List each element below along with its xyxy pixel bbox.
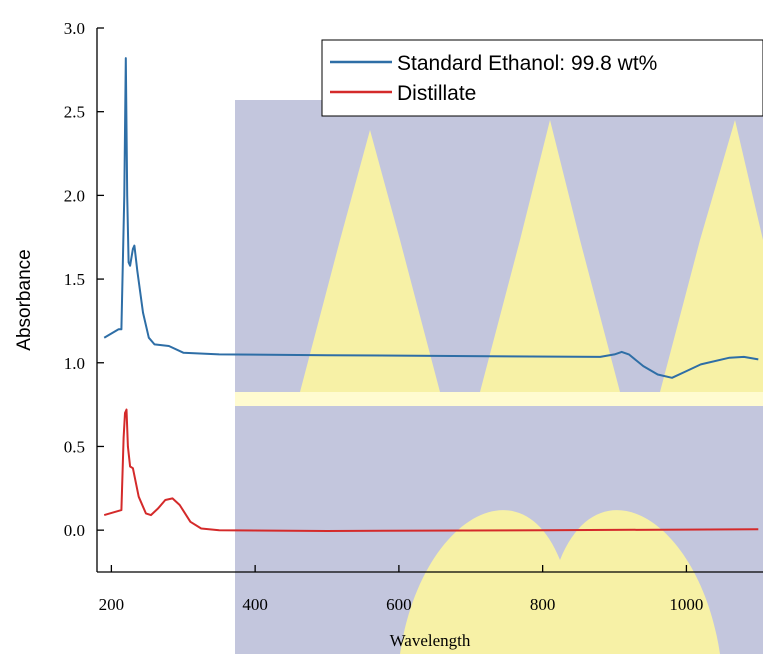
series-line	[103, 57, 759, 379]
y-axis-label: Absorbance	[14, 249, 35, 350]
y-tick-label: 1.5	[64, 270, 85, 289]
x-tick-label: 1000	[669, 595, 703, 614]
y-tick-label: 1.0	[64, 354, 85, 373]
watermark	[235, 100, 763, 654]
legend	[321, 39, 763, 117]
x-tick-label: 200	[99, 595, 125, 614]
x-tick-label: 600	[386, 595, 412, 614]
y-tick-label: 3.0	[64, 19, 85, 38]
x-axis-label: Wavelength	[390, 631, 471, 650]
y-tick-label: 0.0	[64, 521, 85, 540]
y-tick-label: 2.0	[64, 186, 85, 205]
y-tick-label: 0.5	[64, 437, 85, 456]
series-line	[103, 408, 759, 532]
plot-area	[103, 57, 759, 532]
x-tick-label: 400	[242, 595, 268, 614]
y-tick-label: 2.5	[64, 103, 85, 122]
x-tick-label: 800	[530, 595, 556, 614]
legend-label: Standard Ethanol: 99.8 wt%	[397, 52, 657, 75]
legend-label: Distillate	[397, 82, 476, 105]
